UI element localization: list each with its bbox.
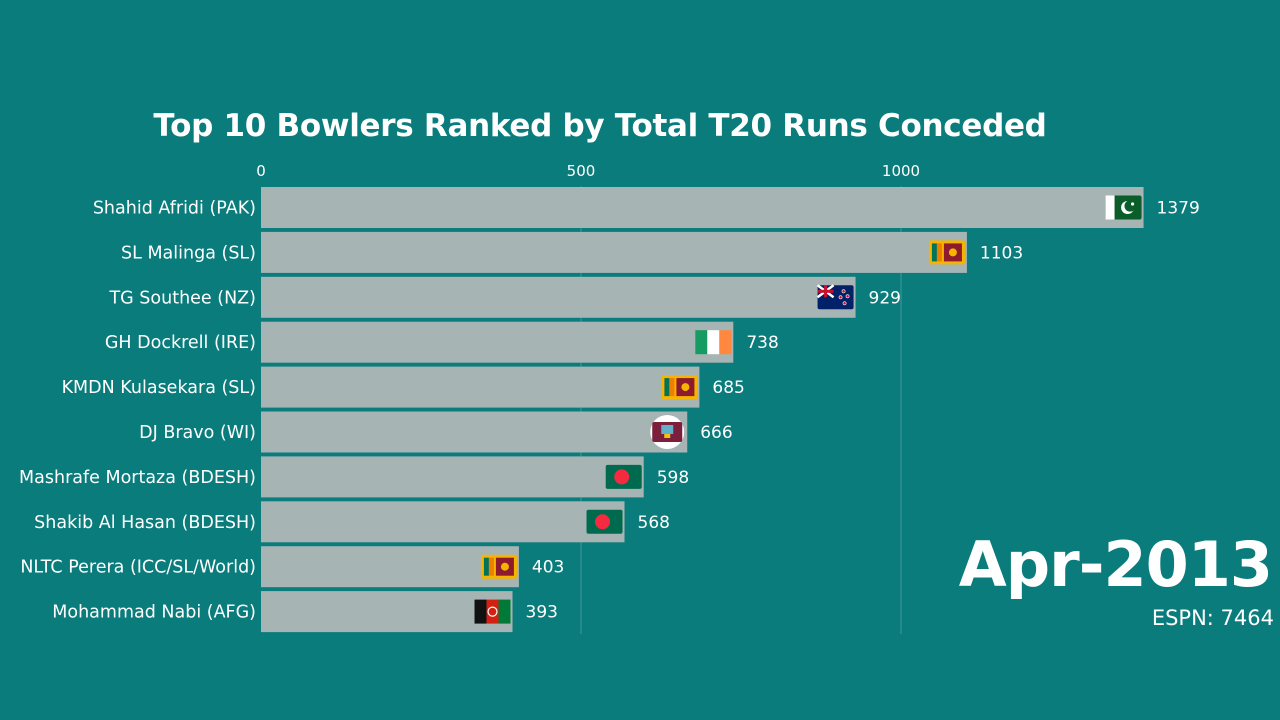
category-label: GH Dockrell (IRE) [105,333,256,353]
chart-title: Top 10 Bowlers Ranked by Total T20 Runs … [153,108,1047,144]
bar [261,321,734,363]
source-label: ESPN: 7464 [1151,606,1274,630]
category-label: DJ Bravo (WI) [139,423,256,443]
sri-lanka-flag-icon [480,554,517,579]
bangladesh-flag-icon [586,509,623,534]
pakistan-flag-icon [1105,195,1142,220]
category-label: Shakib Al Hasan (BDESH) [34,513,256,533]
sri-lanka-flag-icon [928,240,965,265]
new-zealand-flag-icon [816,284,854,310]
x-tick-label: 0 [256,162,266,180]
date-label: Apr-2013 [958,528,1273,601]
value-label: 393 [526,603,558,623]
bangladesh-flag-icon [605,464,642,489]
x-tick-label: 1000 [882,162,920,180]
category-label: TG Southee (NZ) [108,288,256,308]
bar [261,411,688,453]
bar [261,187,1144,228]
afghanistan-flag-icon [474,599,511,624]
bar [261,456,644,498]
value-label: 738 [746,333,778,353]
value-label: 1379 [1157,199,1200,219]
bar [261,501,625,543]
bar [261,591,513,633]
value-label: 929 [869,288,901,308]
bar [261,276,856,318]
sri-lanka-flag-icon [661,375,698,400]
value-label: 666 [700,423,732,443]
value-label: 568 [638,513,670,533]
x-tick-label: 500 [567,162,596,180]
category-label: Shahid Afridi (PAK) [93,199,256,219]
ireland-flag-icon [695,330,732,355]
category-label: Mohammad Nabi (AFG) [52,603,256,623]
bar [261,546,519,588]
category-label: NLTC Perera (ICC/SL/World) [20,558,256,578]
category-label: Mashrafe Mortaza (BDESH) [19,468,256,488]
value-label: 1103 [980,243,1023,263]
bar [261,366,700,408]
bar [261,231,967,273]
category-label: SL Malinga (SL) [121,243,256,263]
value-label: 598 [657,468,689,488]
value-label: 685 [712,378,744,398]
category-label: KMDN Kulasekara (SL) [62,378,256,398]
west-indies-flag-icon [650,415,685,449]
value-label: 403 [532,558,564,578]
